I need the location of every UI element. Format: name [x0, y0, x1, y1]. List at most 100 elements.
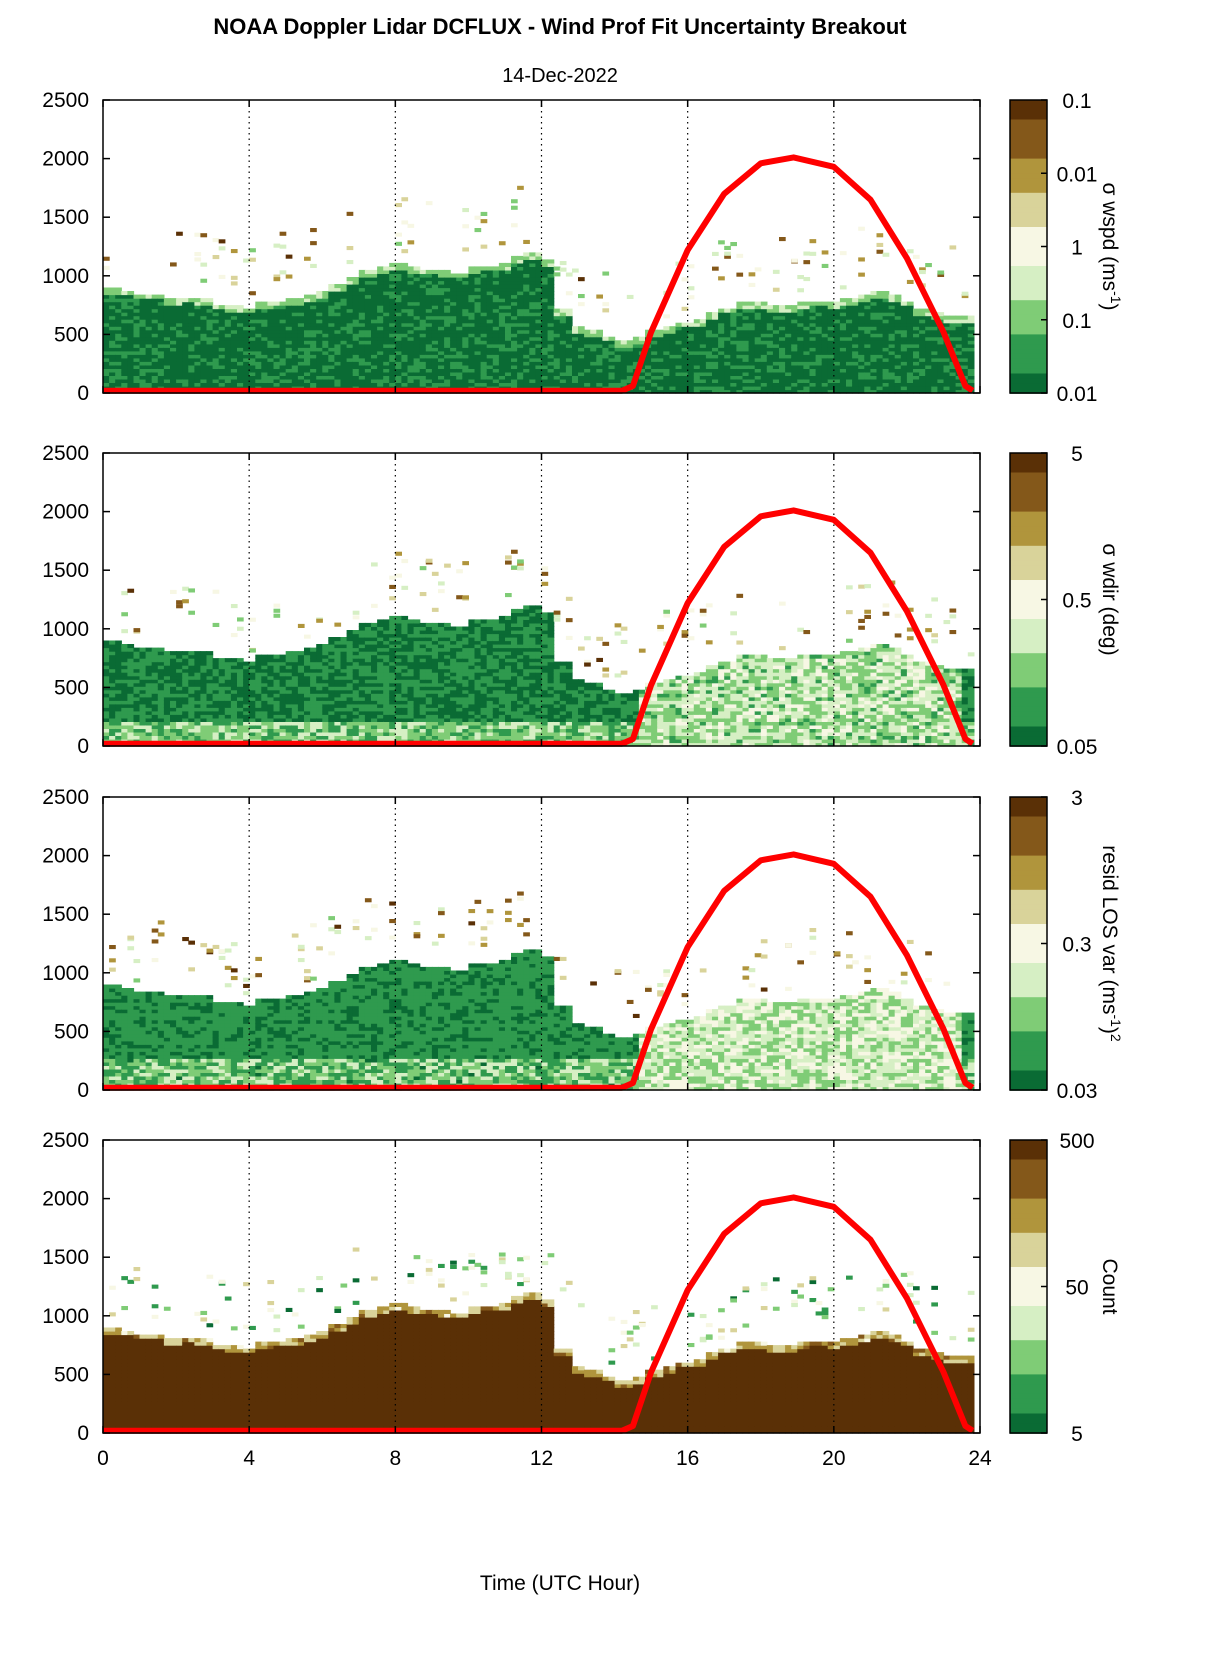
heatmap-cell [438, 301, 445, 306]
heatmap-cell [218, 357, 226, 362]
heatmap-cell [188, 654, 195, 659]
heatmap-cell [413, 322, 421, 327]
heatmap-cell [882, 375, 890, 380]
heatmap-cell [188, 668, 195, 673]
heatmap-cell [584, 347, 591, 352]
heatmap-cell [218, 686, 226, 691]
heatmap-cell [340, 354, 348, 359]
heatmap-cell [955, 319, 963, 324]
colorbar-swatch [1010, 261, 1047, 267]
heatmap-cell [139, 717, 147, 722]
heatmap-cell [224, 724, 232, 729]
heatmap-cell [377, 354, 384, 359]
heatmap-cell [486, 315, 494, 320]
heatmap-cell [456, 326, 463, 331]
heatmap-cell [821, 326, 829, 331]
heatmap-cell [419, 354, 427, 359]
heatmap-cell [267, 319, 275, 324]
y-tick-label: 0 [77, 382, 89, 405]
heatmap-cell [176, 340, 183, 345]
heatmap-cell [919, 350, 926, 355]
heatmap-cell [237, 672, 244, 677]
heatmap-cell [261, 658, 268, 663]
heatmap-cell [328, 340, 335, 345]
heatmap-cell [864, 319, 871, 324]
heatmap-cell [340, 308, 348, 313]
heatmap-cell [206, 735, 214, 740]
heatmap-cell [663, 347, 670, 352]
heatmap-cell [870, 375, 878, 380]
heatmap-cell [304, 347, 311, 352]
heatmap-cell [736, 364, 744, 369]
heatmap-cell [712, 319, 719, 324]
heatmap-cell [206, 298, 214, 303]
heatmap-cell [486, 301, 494, 306]
heatmap-cell [145, 731, 153, 736]
heatmap-cell [492, 357, 500, 362]
heatmap-cell [389, 347, 396, 352]
heatmap-cell [742, 301, 750, 306]
heatmap-cell [584, 333, 591, 338]
heatmap-cell [541, 315, 549, 320]
heatmap-cell [919, 326, 926, 331]
heatmap-cell [151, 350, 159, 355]
heatmap-cell [310, 305, 317, 310]
heatmap-cell [346, 368, 354, 373]
heatmap-cell [310, 315, 317, 320]
heatmap-cell [395, 232, 402, 237]
heatmap-cell [486, 340, 494, 345]
heatmap-cell [200, 312, 208, 317]
heatmap-cell [803, 368, 811, 373]
heatmap-cell [438, 269, 445, 274]
heatmap-cell [785, 354, 792, 359]
heatmap-cell [304, 336, 311, 341]
heatmap-cell [779, 305, 786, 310]
heatmap-cell [657, 364, 664, 369]
heatmap-cell [395, 315, 402, 320]
heatmap-cell [255, 301, 262, 306]
heatmap-cell [273, 672, 281, 677]
heatmap-cell [967, 326, 975, 331]
heatmap-cell [237, 312, 244, 317]
heatmap-cell [395, 340, 402, 345]
heatmap-cell [170, 696, 177, 701]
heatmap-cell [139, 347, 147, 352]
heatmap-cell [712, 251, 719, 256]
heatmap-cell [139, 724, 147, 729]
heatmap-cell [103, 710, 110, 715]
heatmap-cell [188, 721, 195, 726]
heatmap-cell [894, 354, 902, 359]
heatmap-cell [766, 340, 774, 345]
heatmap-cell [797, 305, 804, 310]
heatmap-cell [261, 700, 268, 705]
heatmap-cell [839, 382, 847, 387]
heatmap-cell [224, 728, 232, 733]
heatmap-cell [754, 350, 762, 355]
heatmap-cell [279, 336, 287, 341]
heatmap-cell [748, 272, 756, 277]
heatmap-cell [705, 326, 713, 331]
heatmap-cell [486, 273, 494, 278]
heatmap-cell [395, 354, 402, 359]
colorbar-swatch [1010, 124, 1047, 131]
heatmap-cell [906, 371, 914, 376]
heatmap-cell [188, 308, 195, 313]
heatmap-cell [346, 333, 354, 338]
heatmap-cell [511, 255, 518, 260]
heatmap-cell [626, 350, 634, 355]
heatmap-cell [961, 329, 969, 334]
heatmap-cell [858, 312, 865, 317]
heatmap-cell [565, 319, 573, 324]
heatmap-cell [200, 354, 208, 359]
heatmap-cell [766, 371, 774, 376]
heatmap-cell [133, 696, 141, 701]
heatmap-cell [273, 364, 281, 369]
heatmap-cell [401, 305, 409, 310]
heatmap-cell [815, 322, 823, 327]
heatmap-cell [188, 610, 195, 615]
heatmap-cell [486, 354, 494, 359]
heatmap-cell [212, 707, 220, 712]
heatmap-cell [486, 266, 494, 271]
heatmap-cell [833, 371, 841, 376]
heatmap-cell [127, 693, 135, 698]
